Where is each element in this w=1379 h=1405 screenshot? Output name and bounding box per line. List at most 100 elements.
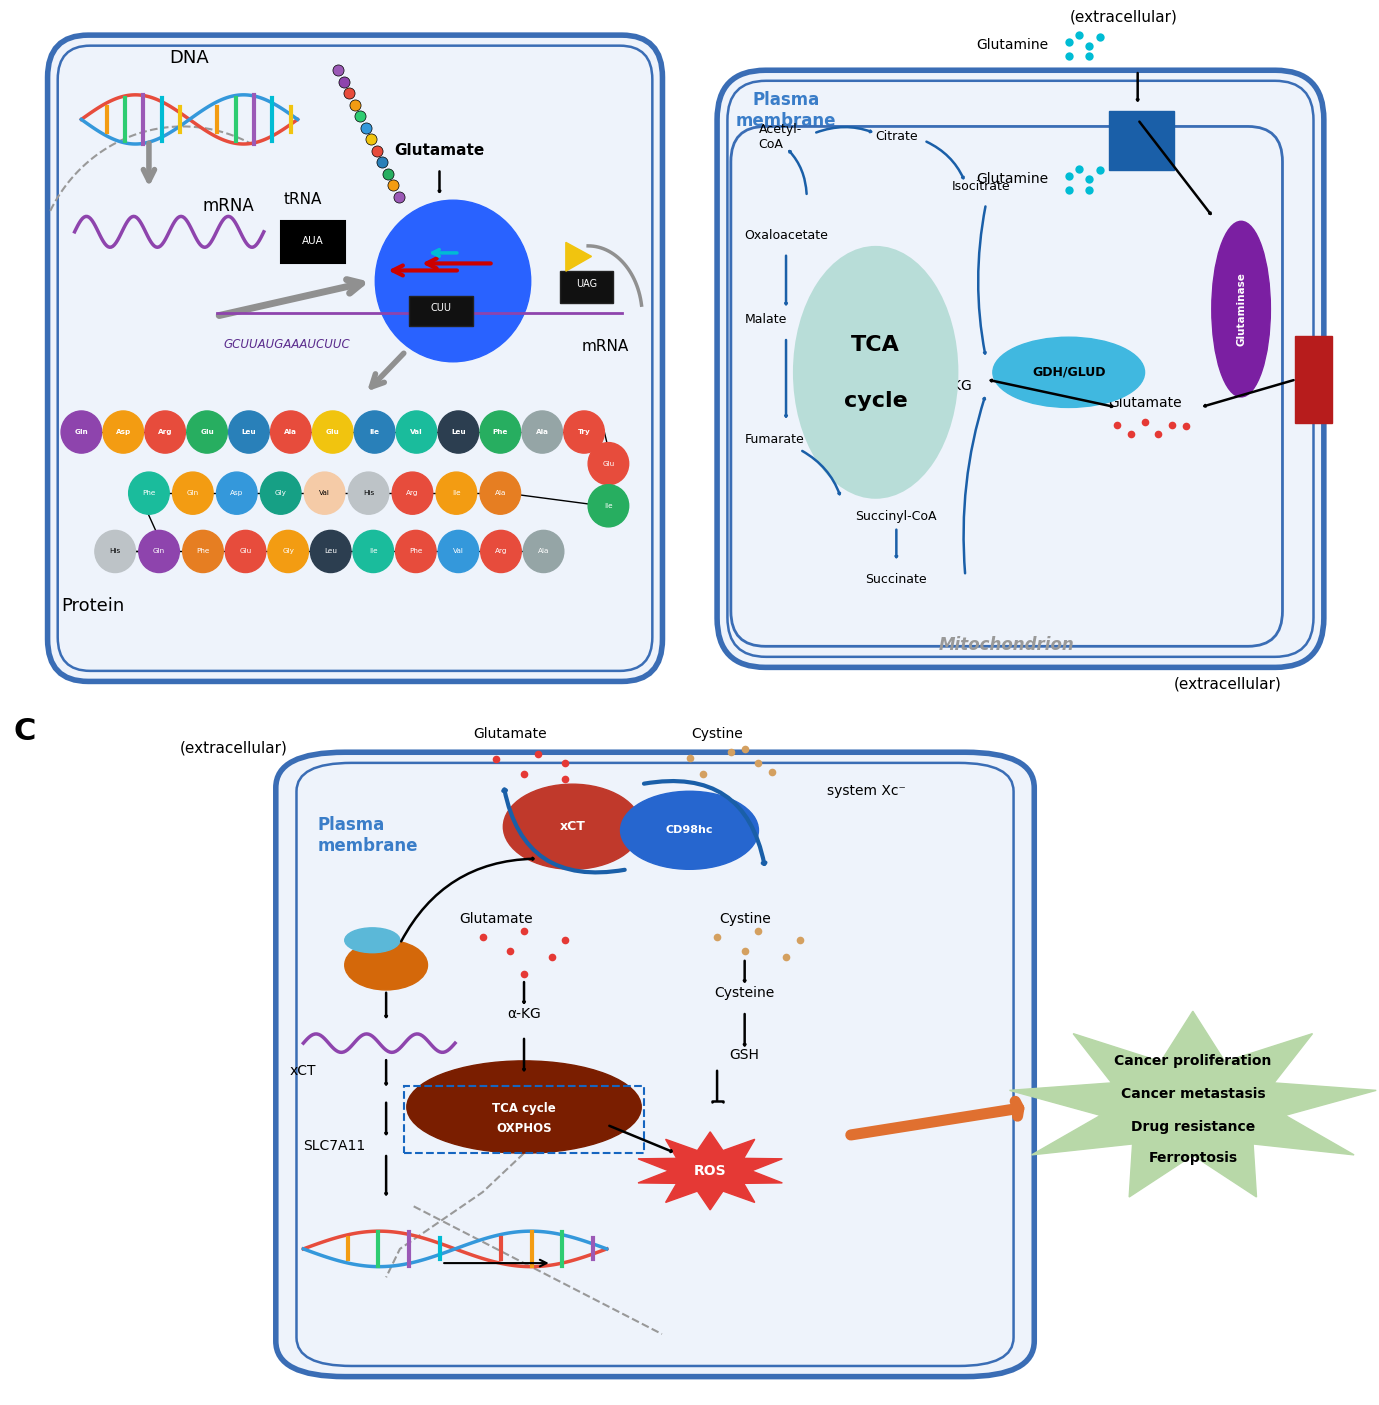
Circle shape [261, 472, 301, 514]
Circle shape [439, 410, 479, 452]
Text: mRNA: mRNA [582, 339, 629, 354]
Text: Cysteine: Cysteine [714, 986, 775, 1000]
Polygon shape [1009, 1012, 1376, 1197]
Text: ROS: ROS [694, 1163, 727, 1177]
Text: TCA: TCA [851, 336, 900, 355]
Text: Arg: Arg [495, 548, 507, 555]
Ellipse shape [621, 791, 758, 870]
Text: cycle: cycle [844, 392, 907, 412]
Circle shape [313, 410, 353, 452]
Text: (extracellular): (extracellular) [1174, 676, 1281, 691]
Text: His: His [363, 490, 374, 496]
Text: OXPHOS: OXPHOS [496, 1121, 552, 1135]
Text: DNA: DNA [170, 49, 210, 67]
Text: Malate: Malate [745, 313, 787, 326]
Text: CUU: CUU [430, 303, 451, 313]
Text: Glu: Glu [603, 461, 615, 466]
Text: GCUUAUGAAAUCUUC: GCUUAUGAAAUCUUC [223, 337, 350, 351]
Text: SLC7A11: SLC7A11 [303, 1138, 365, 1152]
Text: Ile: Ile [452, 490, 461, 496]
Text: Asp: Asp [116, 429, 131, 436]
Text: Oxaloacetate: Oxaloacetate [745, 229, 829, 242]
Circle shape [139, 530, 179, 573]
Text: Gly: Gly [274, 490, 287, 496]
Circle shape [217, 472, 256, 514]
Circle shape [353, 530, 393, 573]
Ellipse shape [1212, 221, 1270, 396]
Text: Leu: Leu [241, 429, 256, 436]
Text: Drug resistance: Drug resistance [1131, 1120, 1255, 1134]
Circle shape [480, 410, 521, 452]
Text: α-KG: α-KG [507, 1007, 541, 1021]
FancyBboxPatch shape [276, 752, 1034, 1377]
Circle shape [439, 530, 479, 573]
Polygon shape [638, 1132, 782, 1210]
Ellipse shape [993, 337, 1145, 407]
Text: CD98hc: CD98hc [666, 825, 713, 836]
Text: Plasma
membrane: Plasma membrane [736, 91, 836, 131]
Text: Gly: Gly [283, 548, 294, 555]
Circle shape [268, 530, 309, 573]
FancyBboxPatch shape [560, 271, 614, 303]
Text: Ile: Ile [370, 548, 378, 555]
Text: Leu: Leu [451, 429, 466, 436]
Text: Ile: Ile [370, 429, 379, 436]
Text: Gln: Gln [186, 490, 199, 496]
Text: Val: Val [410, 429, 423, 436]
Text: Cancer proliferation: Cancer proliferation [1114, 1054, 1271, 1068]
Text: xCT: xCT [560, 821, 585, 833]
FancyBboxPatch shape [1295, 336, 1332, 423]
Polygon shape [565, 242, 592, 271]
Text: Glutamine: Glutamine [976, 38, 1048, 52]
Text: Val: Val [452, 548, 463, 555]
Text: mRNA: mRNA [203, 197, 255, 215]
FancyBboxPatch shape [1109, 111, 1174, 170]
Text: Ala: Ala [284, 429, 298, 436]
Circle shape [396, 530, 436, 573]
Text: Cystine: Cystine [691, 726, 743, 740]
Text: Cancer metastasis: Cancer metastasis [1121, 1087, 1265, 1102]
Text: Ala: Ala [495, 490, 506, 496]
Text: His: His [109, 548, 121, 555]
Text: Cystine: Cystine [718, 912, 771, 926]
Text: Protein: Protein [61, 597, 124, 615]
Text: α-KG: α-KG [939, 379, 972, 393]
Circle shape [589, 443, 629, 485]
Text: Glutaminase: Glutaminase [1236, 273, 1247, 346]
Text: Arg: Arg [407, 490, 419, 496]
Circle shape [225, 530, 266, 573]
Circle shape [95, 530, 135, 573]
Text: Glu: Glu [325, 429, 339, 436]
Circle shape [354, 410, 394, 452]
Circle shape [521, 410, 563, 452]
Text: system Xᴄ⁻: system Xᴄ⁻ [827, 784, 906, 798]
Text: GSH: GSH [729, 1048, 760, 1062]
Text: Gln: Gln [153, 548, 165, 555]
Text: Asp: Asp [230, 490, 244, 496]
Text: Fumarate: Fumarate [745, 433, 804, 445]
Circle shape [375, 200, 531, 361]
Circle shape [270, 410, 312, 452]
Text: Mitochondrion: Mitochondrion [939, 636, 1074, 653]
Text: Glu: Glu [200, 429, 214, 436]
Text: Ala: Ala [535, 429, 549, 436]
Circle shape [229, 410, 269, 452]
Circle shape [396, 410, 437, 452]
Circle shape [145, 410, 185, 452]
Circle shape [392, 472, 433, 514]
Text: Glutamate: Glutamate [394, 142, 484, 157]
Text: Phe: Phe [410, 548, 422, 555]
Text: Phe: Phe [142, 490, 156, 496]
Text: Glu: Glu [240, 548, 252, 555]
Ellipse shape [503, 784, 641, 870]
FancyBboxPatch shape [717, 70, 1324, 667]
Text: Succinate: Succinate [866, 573, 927, 586]
Text: Plasma
membrane: Plasma membrane [317, 816, 418, 854]
Text: Isocitrate: Isocitrate [952, 180, 1011, 192]
Circle shape [183, 530, 223, 573]
Ellipse shape [407, 1061, 641, 1154]
Text: UAG: UAG [576, 280, 597, 289]
FancyBboxPatch shape [281, 221, 345, 263]
Circle shape [103, 410, 143, 452]
Text: Glutamate: Glutamate [1107, 396, 1182, 410]
